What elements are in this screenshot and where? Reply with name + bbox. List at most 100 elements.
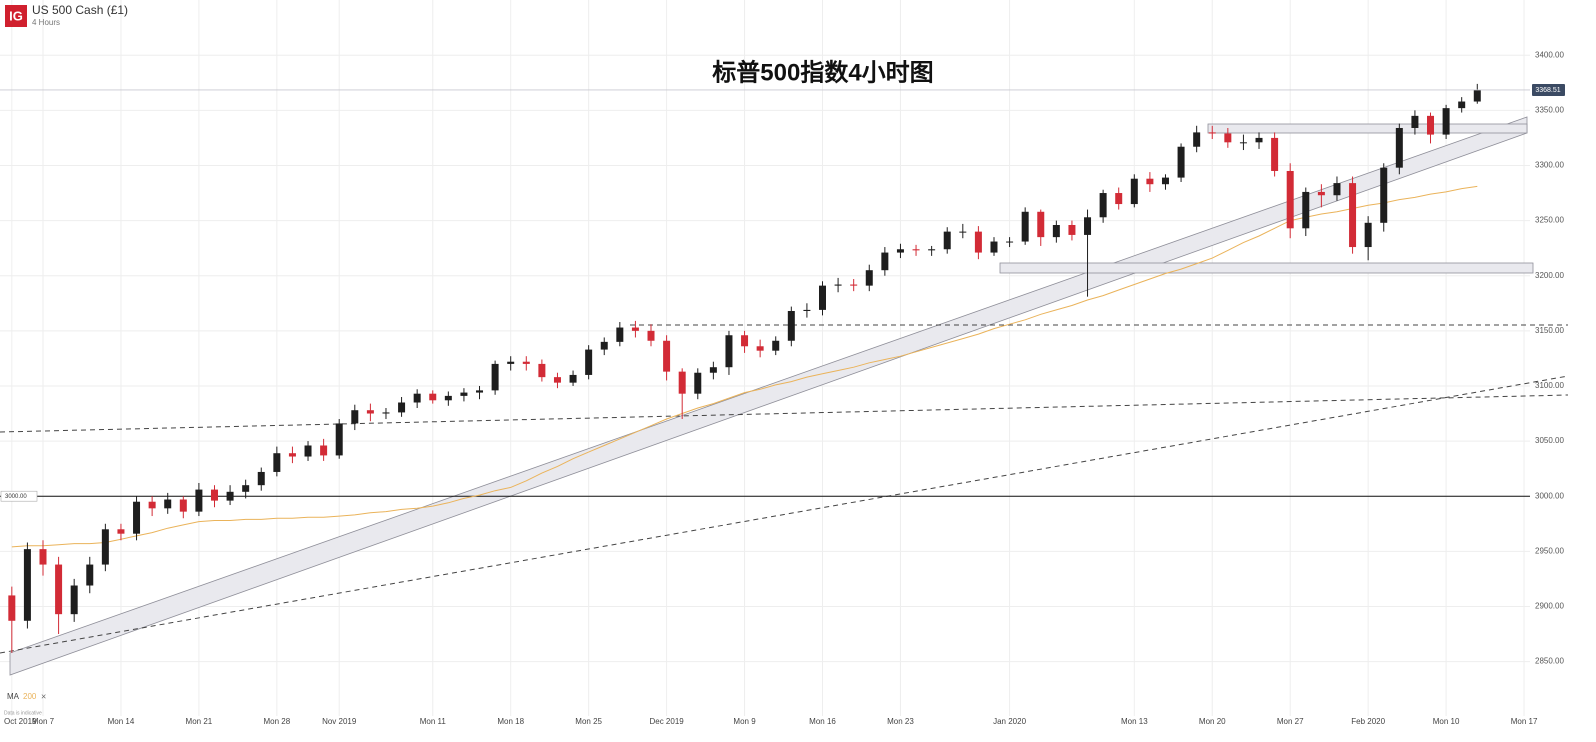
candle-body	[117, 529, 125, 534]
candle-body	[1161, 177, 1169, 185]
candle-body	[1193, 132, 1201, 147]
candle-body	[366, 410, 374, 414]
candle-body	[678, 371, 686, 394]
candle-body	[1239, 142, 1247, 144]
x-tick-label: Nov 2019	[322, 717, 357, 726]
x-tick-label: Mon 14	[108, 717, 135, 726]
candle-body	[538, 363, 546, 378]
candle-body	[273, 453, 281, 472]
x-tick-label: Mon 17	[1511, 717, 1538, 726]
candle-body	[585, 349, 593, 375]
candle-body	[507, 361, 515, 364]
candle-body	[444, 395, 452, 401]
y-tick-label: 3250.00	[1535, 216, 1564, 225]
x-tick-label: Mon 16	[809, 717, 836, 726]
candle-body	[1068, 225, 1076, 235]
candle-body	[881, 252, 889, 271]
x-tick-label: Mon 21	[186, 717, 213, 726]
candle-body	[834, 284, 842, 286]
chart-title: 标普500指数4小时图	[712, 58, 933, 86]
y-tick-label: 3050.00	[1535, 436, 1564, 445]
candle-body	[772, 340, 780, 351]
y-tick-label: 3400.00	[1535, 50, 1564, 59]
candle-body	[335, 423, 343, 456]
candle-body	[70, 585, 78, 615]
candle-body	[959, 231, 967, 233]
annotations	[0, 116, 1569, 676]
candle-body	[1052, 225, 1060, 238]
candle-body	[257, 471, 265, 486]
candle-body	[1177, 146, 1185, 178]
candle-body	[1037, 211, 1045, 238]
y-tick-label: 2900.00	[1535, 602, 1564, 611]
candle-body	[709, 367, 717, 373]
candle-body	[413, 393, 421, 403]
x-tick-label: Mon 9	[733, 717, 756, 726]
reference-label: 3000.00	[5, 494, 27, 500]
zone	[1207, 123, 1528, 134]
candle-body	[55, 564, 63, 615]
candle-body	[1458, 101, 1466, 109]
ma-line	[11, 185, 1478, 548]
candle-body	[850, 284, 858, 286]
legend-name: MA	[7, 692, 20, 701]
candle-body	[787, 310, 795, 341]
candle-body	[242, 485, 250, 492]
candle-body	[226, 491, 234, 501]
y-tick-label: 3200.00	[1535, 271, 1564, 280]
logo-text: IG	[9, 8, 23, 23]
candle-body	[1006, 241, 1014, 243]
x-tick-label: Mon 18	[497, 717, 524, 726]
x-tick-label: Jan 2020	[993, 717, 1026, 726]
candle-body	[1349, 183, 1357, 248]
candle-body	[974, 231, 982, 253]
candle-body	[1364, 222, 1372, 248]
candle-body	[476, 390, 484, 393]
candle-body	[1208, 132, 1216, 134]
candle-body	[1130, 178, 1138, 205]
candle-body	[569, 374, 577, 383]
candle-body	[819, 285, 826, 310]
label-box	[0, 490, 38, 502]
candle-body	[647, 330, 655, 341]
candle-body	[865, 270, 873, 286]
candle-body	[148, 501, 156, 509]
y-tick-label: 3350.00	[1535, 105, 1564, 114]
timeframe: 4 Hours	[32, 18, 60, 27]
last-price-tag	[1532, 83, 1565, 96]
candle-body	[1115, 193, 1123, 205]
trend-line	[0, 375, 1569, 654]
candle-body	[320, 445, 328, 456]
candle-body	[1271, 137, 1279, 171]
candle-body	[741, 335, 749, 347]
last-price-label: 3368.51	[1535, 87, 1560, 94]
candle-body	[1317, 191, 1325, 196]
candle-body	[1286, 170, 1294, 229]
candle-body	[288, 453, 296, 457]
candle-body	[694, 372, 702, 394]
candle-body	[1427, 115, 1435, 135]
y-tick-label: 2850.00	[1535, 657, 1564, 666]
candle-body	[8, 595, 16, 621]
candle-body	[195, 489, 203, 512]
candle-body	[1302, 191, 1310, 229]
x-tick-label: Mon 10	[1433, 717, 1460, 726]
candle-body	[1411, 115, 1419, 128]
candle-body	[522, 361, 530, 364]
candle-body	[1224, 133, 1232, 143]
candle-body	[210, 489, 218, 501]
candle-body	[1146, 178, 1154, 185]
y-tick-label: 3100.00	[1535, 381, 1564, 390]
x-tick-label: Mon 7	[32, 717, 55, 726]
candle-body	[304, 445, 312, 457]
candle-body	[616, 327, 624, 342]
x-tick-label: Mon 11	[420, 717, 447, 726]
legend-remove[interactable]: ×	[41, 691, 46, 701]
note: Data is indicative	[4, 710, 42, 716]
candle-body	[39, 549, 47, 565]
x-tick-label: Mon 28	[264, 717, 291, 726]
x-tick-label: Feb 2020	[1351, 717, 1385, 726]
candle-body	[351, 410, 359, 424]
x-tick-label: Mon 23	[887, 717, 914, 726]
